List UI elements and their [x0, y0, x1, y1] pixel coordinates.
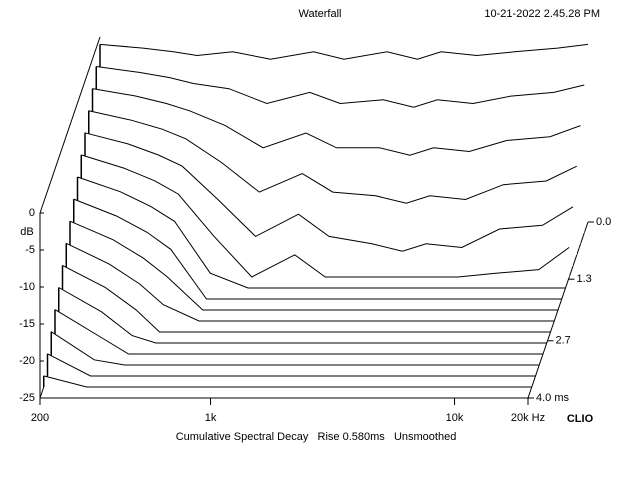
slice-line: [58, 287, 547, 344]
slice-line: [43, 375, 532, 388]
slice-fill: [77, 177, 566, 288]
subtitle: Cumulative Spectral Decay Rise 0.580ms U…: [176, 431, 457, 443]
y-tick-label: -15: [19, 318, 35, 330]
z-tick-label: 1.3: [577, 273, 592, 285]
slice-fill: [51, 331, 540, 365]
z-tick-label: 2.7: [556, 335, 571, 347]
x-tick-label: 1k: [205, 412, 217, 424]
z-tick-label: 4.0 ms: [536, 392, 570, 404]
left-edge-top: [39, 36, 101, 214]
slice-line: [50, 331, 540, 366]
slice-line: [84, 132, 574, 252]
slice-line: [54, 309, 543, 355]
y-tick-label: 0: [29, 207, 35, 219]
slice-fill: [81, 154, 570, 277]
y-tick-label: -10: [19, 281, 35, 293]
slice-line: [88, 110, 577, 204]
x-tick-label: 200: [31, 412, 49, 424]
x-tick-label: 10k: [446, 412, 464, 424]
chart-title: Waterfall: [299, 8, 342, 20]
slice-line: [96, 66, 585, 108]
y-tick-label: -25: [19, 392, 35, 404]
slice-line: [47, 353, 536, 377]
slice-line: [77, 176, 566, 289]
slice-line: [69, 220, 558, 311]
timestamp: 10-21-2022 2.45.28 PM: [484, 8, 600, 20]
x-tick-label: 20k Hz: [511, 412, 545, 424]
slice-fill: [55, 309, 543, 354]
slice-line: [73, 198, 562, 300]
y-tick-label: -20: [19, 355, 35, 367]
slice-line: [92, 88, 581, 156]
y-tick-label: -5: [25, 244, 35, 256]
slice-line: [99, 43, 589, 60]
slice-line: [81, 154, 570, 278]
brand: CLIO: [567, 413, 594, 425]
slice-line: [62, 264, 551, 333]
slice-fill: [58, 287, 547, 343]
slice-line: [66, 242, 555, 322]
z-tick-label: 0.0: [596, 216, 611, 228]
y-axis-label: dB: [20, 226, 33, 238]
